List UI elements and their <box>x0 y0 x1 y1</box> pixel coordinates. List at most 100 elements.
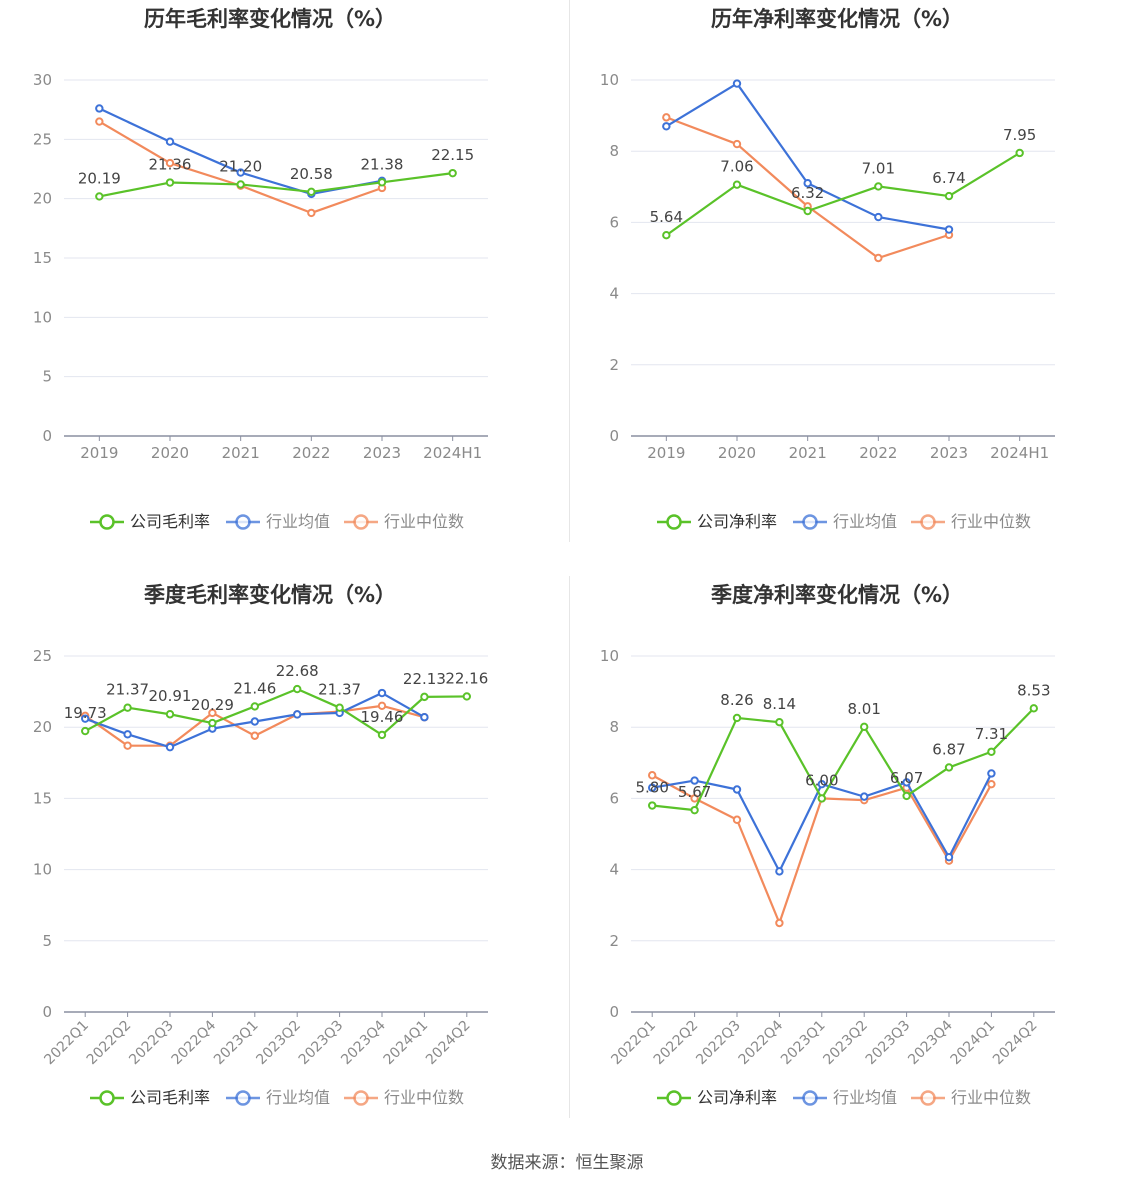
data-label: 20.29 <box>191 696 234 714</box>
data-point-avg <box>732 79 742 88</box>
data-point-avg <box>662 122 671 131</box>
data-point-avg <box>874 212 883 222</box>
data-point-company <box>648 801 657 810</box>
x-tick-label: 2023Q2 <box>253 1018 304 1069</box>
data-point-median <box>662 113 671 122</box>
data-point-company <box>95 192 104 201</box>
data-point-median <box>775 918 784 928</box>
data-point-avg <box>95 104 104 113</box>
x-tick-label: 2021 <box>789 444 827 462</box>
x-tick-label: 2022 <box>859 444 897 462</box>
chart-title: 季度毛利率变化情况（%） <box>144 583 396 607</box>
series-line-company <box>665 152 1021 237</box>
data-point-avg <box>293 710 302 719</box>
data-label: 7.06 <box>720 158 753 176</box>
legend-label-median: 行业中位数 <box>384 512 464 531</box>
x-tick-label: 2023Q3 <box>296 1018 347 1069</box>
data-source-note: 数据来源：恒生聚源 <box>490 1153 644 1173</box>
data-point-company <box>236 180 245 189</box>
data-point-company <box>1029 704 1038 713</box>
y-tick-label: 10 <box>600 647 619 665</box>
x-tick-label: 2022Q1 <box>608 1018 659 1069</box>
data-label: 6.00 <box>805 771 838 789</box>
y-tick-label: 20 <box>33 718 52 736</box>
data-point-avg <box>944 225 954 234</box>
data-point-median <box>732 815 742 824</box>
data-label: 6.32 <box>791 184 824 202</box>
data-point-company <box>377 178 387 187</box>
x-tick-label: 2022Q1 <box>41 1018 92 1069</box>
x-tick-label: 2024H1 <box>990 444 1049 462</box>
data-point-company <box>775 718 784 727</box>
x-tick-label: 2022Q4 <box>169 1017 220 1068</box>
legend-circle-line-icon <box>802 1090 818 1106</box>
data-point-company <box>944 191 954 201</box>
legend-circle-line-icon <box>235 514 251 530</box>
series-line-company <box>652 707 1035 812</box>
legend-circle-line-icon <box>920 514 936 530</box>
data-point-company <box>377 730 387 740</box>
x-tick-label: 2023Q3 <box>863 1018 914 1069</box>
data-point-median <box>377 701 387 711</box>
data-point-avg <box>803 179 812 188</box>
x-tick-label: 2020 <box>151 444 189 462</box>
y-tick-label: 0 <box>42 1003 52 1021</box>
legend-label-avg: 行业均值 <box>266 1088 330 1107</box>
data-point-avg <box>123 730 132 739</box>
y-tick-label: 4 <box>609 285 619 303</box>
data-point-company <box>902 791 911 801</box>
data-point-avg <box>690 776 699 785</box>
data-label: 8.01 <box>847 700 880 718</box>
y-tick-label: 6 <box>609 789 619 807</box>
data-point-avg <box>420 713 429 722</box>
data-label: 20.58 <box>290 165 333 183</box>
data-label: 21.37 <box>106 681 149 699</box>
x-tick-label: 2022 <box>292 444 330 462</box>
data-label: 5.64 <box>650 208 683 226</box>
data-point-avg <box>775 867 784 876</box>
data-point-median <box>690 794 699 803</box>
y-tick-label: 10 <box>33 861 52 879</box>
data-point-company <box>732 713 742 723</box>
chart-title: 历年净利率变化情况（%） <box>711 7 963 31</box>
data-label: 22.13 <box>403 670 446 688</box>
legend-circle-line-icon <box>666 1090 682 1106</box>
data-point-company <box>987 747 996 756</box>
data-point-avg <box>902 778 911 787</box>
data-label: 8.26 <box>720 691 753 709</box>
chart-panel-annual-gross-margin: 历年毛利率变化情况（%） 0 5 10 15 20 25 30 2019 2020 2021 2022… <box>0 0 567 576</box>
x-tick-label: 2023Q2 <box>820 1018 871 1069</box>
legend-circle-line-icon <box>920 1090 936 1106</box>
data-point-company <box>81 726 90 736</box>
x-tick-label: 2023Q4 <box>905 1017 956 1068</box>
y-tick-label: 6 <box>609 213 619 231</box>
legend-circle-line-icon <box>353 514 369 530</box>
data-point-median <box>307 208 316 218</box>
y-tick-label: 2 <box>609 932 619 950</box>
legend-label-avg: 行业均值 <box>833 1088 897 1107</box>
chart-panel-annual-net-margin: 历年净利率变化情况（%） 0 2 4 6 8 10 2019 2020 2021 2022 2023 2… <box>567 0 1134 576</box>
data-label: 6.87 <box>932 740 965 758</box>
data-point-median <box>732 139 742 149</box>
x-tick-label: 2022Q3 <box>693 1018 744 1069</box>
data-point-median <box>874 253 883 263</box>
chart-panel-quarterly-gross-margin: 季度毛利率变化情况（%） 0 5 10 15 20 25 2022Q1 2022Q2 2022Q3… <box>0 576 567 1152</box>
data-point-avg <box>165 137 175 146</box>
data-label: 7.95 <box>1003 126 1036 144</box>
legend-label-company: 公司毛利率 <box>130 1088 210 1107</box>
legend-label-median: 行业中位数 <box>951 512 1031 531</box>
series-line-company <box>99 172 453 198</box>
legend-circle-line-icon <box>235 1090 251 1106</box>
chart-title: 季度净利率变化情况（%） <box>711 583 963 607</box>
data-label: 21.37 <box>318 681 361 699</box>
y-tick-label: 25 <box>33 130 52 148</box>
x-tick-label: 2022Q4 <box>736 1017 787 1068</box>
data-point-avg <box>250 717 260 726</box>
x-tick-label: 2024Q1 <box>381 1018 432 1069</box>
legend-label-company: 公司净利率 <box>697 1088 777 1107</box>
x-tick-label: 2024H1 <box>423 444 482 462</box>
chart-annual-gross-margin: 历年毛利率变化情况（%） 0 5 10 15 20 25 30 2019 2020 2021 2022… <box>33 7 488 531</box>
x-tick-label: 2019 <box>80 444 118 462</box>
data-label: 19.46 <box>361 708 404 726</box>
data-point-company <box>817 794 827 803</box>
